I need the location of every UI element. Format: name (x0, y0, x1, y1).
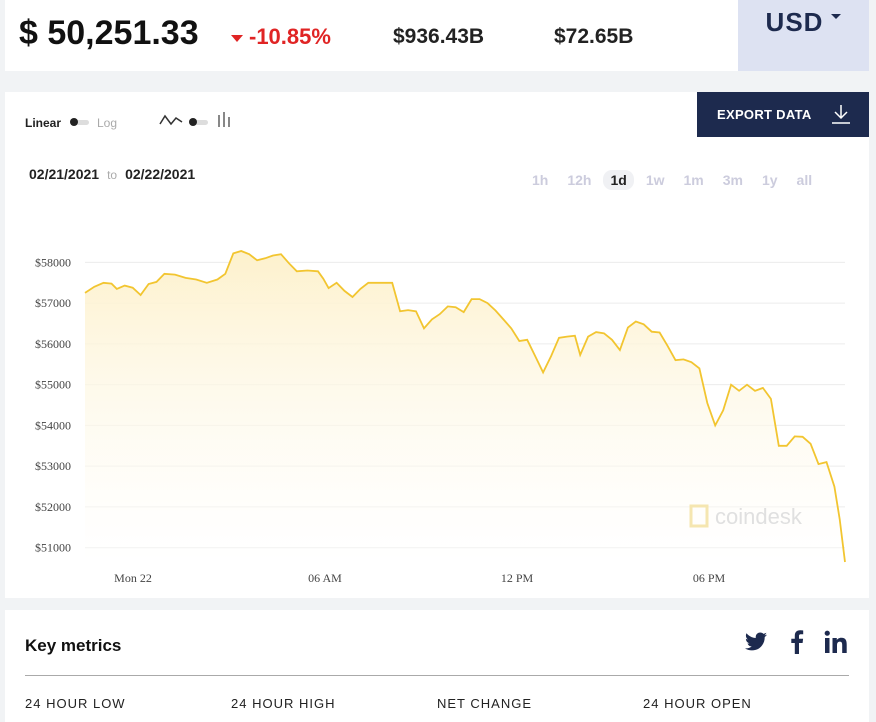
caret-down-icon (231, 34, 243, 42)
bar-chart-icon[interactable] (217, 112, 233, 128)
export-data-label: EXPORT DATA (717, 107, 812, 122)
ticker-bar: $ 50,251.33 -10.85% $936.43B $72.65B (5, 0, 738, 71)
y-tick-label: $51000 (35, 541, 71, 555)
currency-selector[interactable]: USD (738, 0, 869, 71)
range-all[interactable]: all (796, 172, 813, 188)
coindesk-watermark: coindesk (689, 504, 803, 529)
date-from[interactable]: 02/21/2021 (29, 166, 100, 182)
caret-down-icon (831, 14, 842, 19)
range-1m[interactable]: 1m (683, 172, 704, 188)
metric-label-24h-low: 24 HOUR LOW (25, 696, 126, 711)
y-tick-label: $55000 (35, 378, 71, 392)
price-change: -10.85% (231, 24, 331, 50)
y-tick-label: $58000 (35, 255, 71, 269)
price-line (84, 250, 846, 563)
currency-label: USD (765, 7, 824, 37)
line-chart-icon[interactable] (159, 112, 183, 128)
range-1h[interactable]: 1h (532, 172, 549, 188)
volume-value: $72.65B (554, 25, 634, 48)
date-range: 02/21/2021 to 02/22/2021 (29, 166, 195, 182)
key-metrics-card: Key metrics 24 HOUR LOW 24 HOUR HIGH NET… (5, 610, 869, 722)
y-tick-label: $52000 (35, 500, 71, 514)
twitter-icon[interactable] (743, 630, 769, 654)
y-tick-label: $53000 (35, 459, 71, 473)
date-to-word: to (107, 168, 118, 182)
range-1w[interactable]: 1w (645, 172, 665, 188)
metric-label-24h-high: 24 HOUR HIGH (231, 696, 336, 711)
range-12h[interactable]: 12h (567, 172, 592, 188)
price-change-value: -10.85% (249, 24, 331, 49)
price-chart: $51000 $52000 $53000 $54000 $55000 $56000 $570… (35, 250, 846, 585)
date-to[interactable]: 02/22/2021 (125, 166, 196, 182)
price-area (85, 251, 845, 564)
market-cap-value: $936.43B (393, 25, 485, 48)
chart-type-toggle[interactable] (189, 118, 208, 126)
watermark-text: coindesk (715, 504, 803, 529)
x-tick-label: Mon 22 (114, 571, 152, 585)
range-1y[interactable]: 1y (761, 172, 778, 188)
range-selector: 1h 12h 1d 1w 1m 3m 1y all (525, 170, 824, 190)
x-tick-label: 06 PM (693, 571, 726, 585)
key-metrics-title: Key metrics (25, 636, 122, 655)
range-1d[interactable]: 1d (603, 170, 634, 190)
facebook-icon[interactable] (790, 630, 804, 654)
scale-log-option[interactable]: Log (97, 116, 118, 130)
metric-label-net-change: NET CHANGE (437, 696, 532, 711)
linkedin-icon[interactable] (823, 630, 849, 654)
price-chart-card: $51000 $52000 $53000 $54000 $55000 $56000 $570… (5, 92, 869, 598)
y-tick-label: $56000 (35, 337, 71, 351)
y-tick-label: $54000 (35, 418, 71, 432)
y-tick-label: $57000 (35, 296, 71, 310)
coindesk-logo-icon (689, 504, 709, 528)
metric-label-24h-open: 24 HOUR OPEN (643, 696, 752, 711)
scale-linear-option[interactable]: Linear (25, 116, 62, 130)
x-tick-label: 06 AM (308, 571, 342, 585)
metrics-divider (25, 675, 849, 676)
x-tick-label: 12 PM (501, 571, 534, 585)
price-value: $ 50,251.33 (19, 14, 199, 52)
download-arrow-icon (832, 105, 850, 124)
export-data-button[interactable]: EXPORT DATA (697, 92, 869, 137)
range-3m[interactable]: 3m (722, 172, 743, 188)
scale-toggle[interactable] (70, 118, 89, 126)
